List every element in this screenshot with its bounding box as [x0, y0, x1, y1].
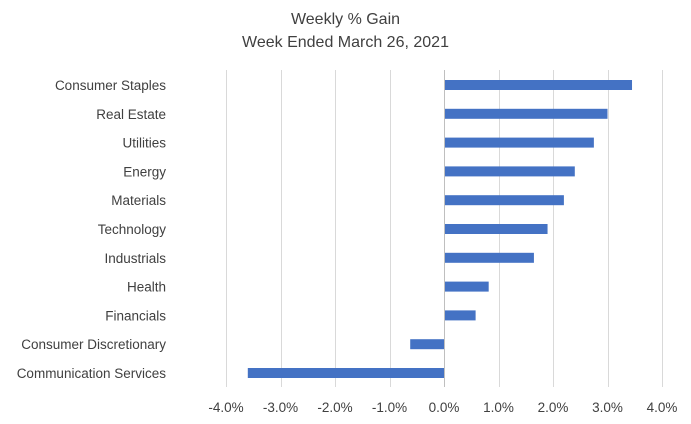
- chart-title-block: Weekly % Gain Week Ended March 26, 2021: [0, 8, 691, 54]
- x-tick-label: 1.0%: [483, 400, 514, 415]
- bars: [247, 80, 633, 378]
- category-label: Industrials: [104, 251, 166, 266]
- category-label: Materials: [111, 193, 166, 208]
- bar: [444, 281, 489, 292]
- x-tick-labels: -4.0% -3.0% -2.0% -1.0% 0.0% 1.0% 2.0% 3.0% 4.0%: [208, 400, 677, 415]
- bar: [444, 252, 534, 263]
- category-label: Health: [127, 280, 166, 295]
- bar: [444, 137, 594, 148]
- x-tick-label: -2.0%: [317, 400, 352, 415]
- category-label: Energy: [123, 164, 166, 179]
- category-label: Utilities: [122, 136, 166, 151]
- x-tick-label: -1.0%: [372, 400, 407, 415]
- category-labels: Consumer Staples Real Estate Utilities Ener…: [17, 78, 167, 381]
- category-label: Consumer Staples: [55, 78, 166, 93]
- x-tick-label: 2.0%: [538, 400, 569, 415]
- x-tick-label: 0.0%: [429, 400, 460, 415]
- bar: [410, 339, 444, 350]
- bar: [444, 108, 608, 119]
- chart-subtitle: Week Ended March 26, 2021: [242, 34, 449, 51]
- category-label: Communication Services: [17, 366, 167, 381]
- x-tick-label: -3.0%: [263, 400, 298, 415]
- x-tick-label: -4.0%: [208, 400, 243, 415]
- category-label: Financials: [105, 308, 166, 323]
- gridlines: [226, 70, 663, 387]
- x-tick-label: 4.0%: [647, 400, 678, 415]
- category-label: Real Estate: [96, 107, 166, 122]
- chart-title: Weekly % Gain: [290, 11, 401, 28]
- bar: [444, 80, 633, 90]
- x-tick-label: 3.0%: [592, 400, 623, 415]
- bar: [444, 195, 564, 206]
- bar: [444, 310, 476, 321]
- bar: [444, 224, 548, 234]
- category-label: Consumer Discretionary: [21, 337, 166, 352]
- bar: [444, 166, 575, 177]
- category-label: Technology: [98, 222, 167, 237]
- bar: [247, 368, 444, 378]
